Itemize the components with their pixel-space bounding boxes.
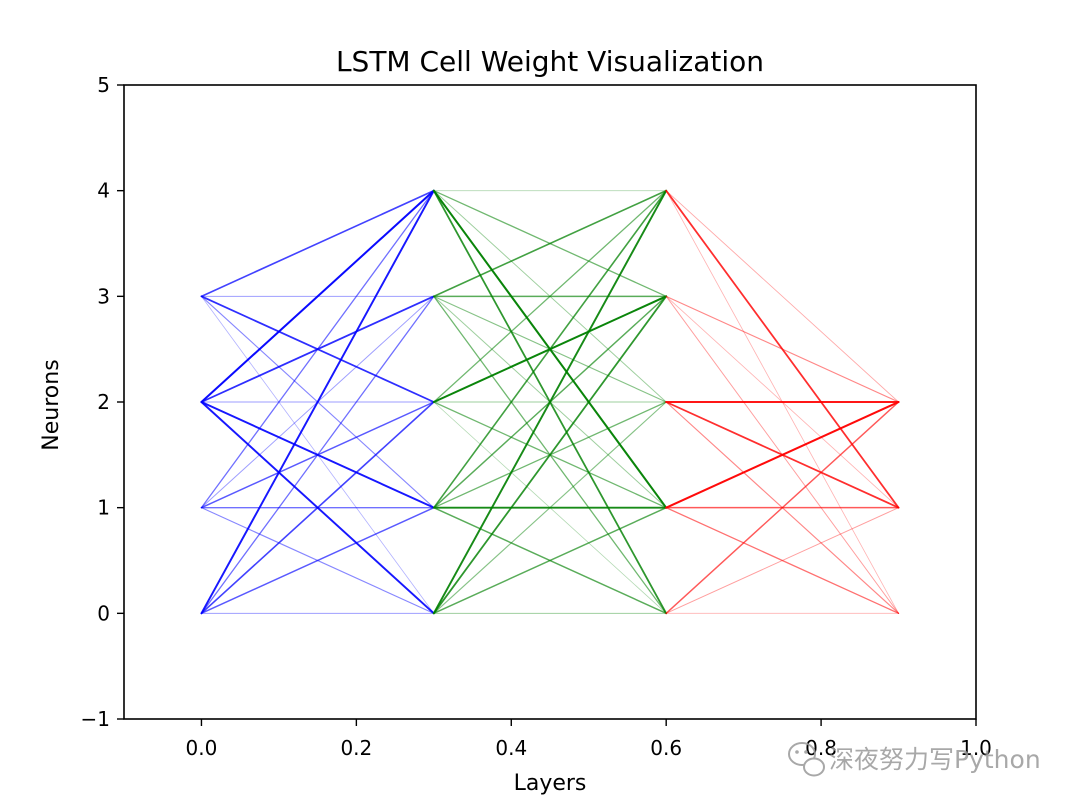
weight-line xyxy=(200,401,435,615)
y-axis-label: Neurons xyxy=(39,359,64,450)
y-tick-label: 5 xyxy=(97,73,110,97)
wechat-icon xyxy=(788,742,825,777)
weight-line xyxy=(200,507,435,614)
weight-line xyxy=(200,189,435,404)
y-axis-ticks: −1 0 1 2 3 4 5 xyxy=(81,73,124,731)
x-tick-label: 1.0 xyxy=(960,736,992,760)
y-tick-label: 2 xyxy=(97,390,110,414)
weight-line xyxy=(665,295,899,509)
y-tick-label: 1 xyxy=(97,496,110,520)
watermark-text: 深夜努力写Python xyxy=(829,745,1041,774)
watermark: 深夜努力写Python xyxy=(788,742,1041,777)
weight-line xyxy=(200,189,435,615)
weight-line xyxy=(665,190,899,403)
x-tick-label: 0.2 xyxy=(340,736,372,760)
y-tick-label: 3 xyxy=(97,284,110,308)
weight-line xyxy=(433,190,667,297)
x-tick-label: 0.4 xyxy=(495,736,527,760)
weight-line xyxy=(200,295,435,509)
weight-line xyxy=(665,507,900,614)
y-tick-label: 0 xyxy=(97,601,110,625)
weight-lines xyxy=(200,189,900,615)
weight-line xyxy=(665,295,900,614)
x-axis-ticks: 0.0 0.2 0.4 0.6 0.8 1.0 xyxy=(186,719,992,760)
weight-line xyxy=(433,190,667,403)
weight-line xyxy=(200,295,435,403)
weight-line xyxy=(200,401,435,509)
weight-line xyxy=(433,295,667,614)
weight-line xyxy=(432,189,668,615)
weight-line xyxy=(200,506,435,615)
weight-line xyxy=(201,295,435,614)
x-tick-label: 0.6 xyxy=(650,736,682,760)
weight-line xyxy=(433,401,667,614)
weight-line xyxy=(665,401,900,509)
x-tick-label: 0.0 xyxy=(186,736,218,760)
x-axis-label: Layers xyxy=(514,771,587,796)
weight-line xyxy=(432,189,668,509)
chart-title: LSTM Cell Weight Visualization xyxy=(336,45,764,78)
weight-line xyxy=(433,506,667,615)
weight-line xyxy=(200,189,435,298)
weight-line xyxy=(665,401,900,614)
weight-line xyxy=(665,189,900,509)
y-tick-label: −1 xyxy=(81,707,110,731)
weight-line xyxy=(665,190,899,614)
y-tick-label: 4 xyxy=(97,179,110,203)
weight-line xyxy=(200,295,435,509)
x-tick-label: 0.8 xyxy=(805,736,837,760)
